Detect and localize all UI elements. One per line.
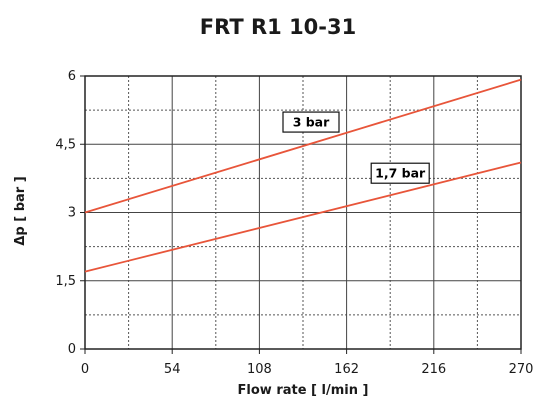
x-tick-label: 162	[334, 362, 359, 377]
y-tick-label: 6	[68, 69, 76, 84]
series-label-box	[370, 162, 430, 184]
chart-title: FRT R1 10-31	[200, 15, 356, 39]
x-tick-label: 216	[421, 362, 446, 377]
x-tick-label: 0	[81, 362, 89, 377]
plot-area: 0 54 108 162 216 270 0 1,5 3 4,5 6 3 bar 1,7 bar	[55, 69, 533, 377]
y-tick-label: 0	[68, 342, 76, 357]
x-tick-label: 108	[247, 362, 272, 377]
y-axis-label: Δp [ bar ]	[13, 176, 28, 245]
series-line	[84, 78, 522, 214]
x-tick-label: 270	[509, 362, 534, 377]
x-axis-label: Flow rate [ l/min ]	[238, 383, 369, 398]
series-label: 1,7 bar	[375, 166, 426, 181]
series-label-box	[282, 111, 340, 133]
series-label: 3 bar	[293, 115, 330, 130]
x-tick-label: 54	[164, 362, 181, 377]
y-tick-label: 3	[68, 206, 76, 221]
y-tick-label: 4,5	[55, 137, 76, 152]
y-tick-label: 1,5	[55, 274, 76, 289]
series-line	[84, 161, 522, 273]
